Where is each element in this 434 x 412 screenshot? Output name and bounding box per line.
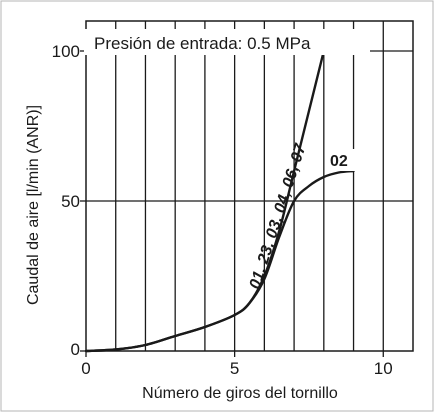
y-tick-label-0: 0 — [71, 340, 80, 359]
series-label-02-background — [325, 149, 357, 171]
x-tick-label-10: 10 — [374, 359, 393, 378]
annotation-text: Presión de entrada: 0.5 MPa — [94, 34, 311, 53]
annotation-box — [84, 29, 370, 55]
axis-ticks — [80, 50, 384, 357]
vertical-gridlines — [115, 21, 384, 351]
series-lines — [84, 49, 355, 353]
series-label-01-23-03-04-06-07: 01, 23, 03, 04, 06, 07 — [247, 141, 310, 291]
x-axis-title: Número de giros del tornillo — [142, 385, 338, 402]
x-tick-label-0: 0 — [81, 359, 90, 378]
series-line-2 — [84, 169, 355, 353]
series-label-02: 02 — [330, 153, 348, 170]
y-tick-label-100: 100 — [52, 42, 80, 61]
y-tick-label-50: 50 — [61, 192, 80, 211]
y-axis-title: Caudal de aire [l/min (ANR)] — [25, 105, 42, 305]
horizontal-gridlines — [86, 50, 413, 202]
x-tick-label-5: 5 — [230, 359, 239, 378]
plot-area-frame — [85, 20, 414, 352]
